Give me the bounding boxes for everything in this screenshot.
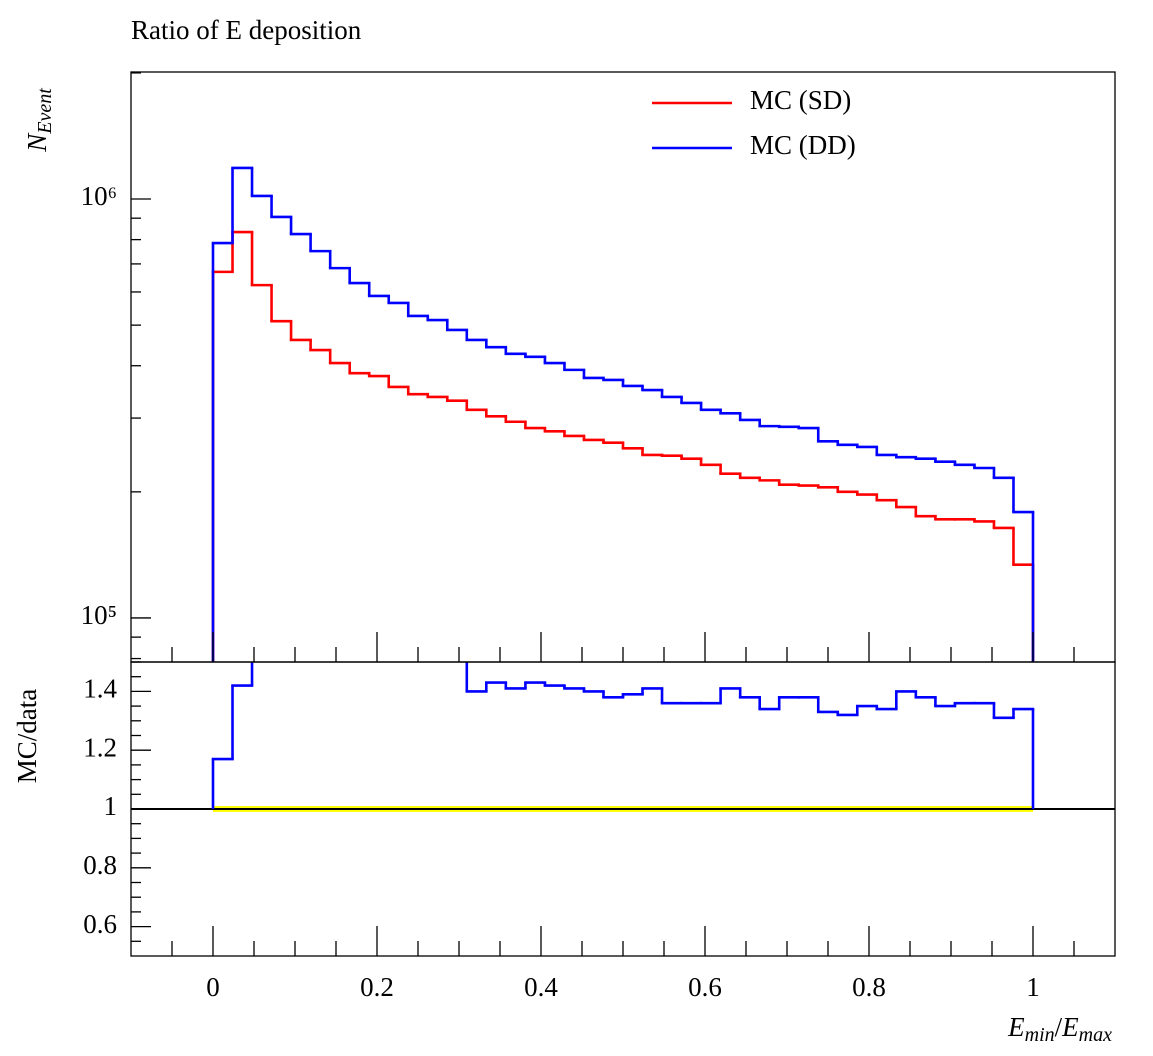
x-label-b-sub: max (1079, 1024, 1112, 1046)
x-label-a: E (1007, 1012, 1025, 1042)
legend-label: MC (DD) (750, 130, 856, 160)
x-axis-label: Emin/Emax (1007, 1012, 1112, 1045)
legend-label: MC (SD) (750, 85, 851, 115)
y-tick-label: 10⁶ (81, 181, 117, 211)
x-tick-label: 0.8 (852, 972, 886, 1002)
y-axis-label: NEvent (22, 88, 55, 153)
x-tick-label: 0.6 (688, 972, 722, 1002)
chart-title: Ratio of E deposition (131, 15, 362, 45)
x-tick-label: 0.4 (524, 972, 558, 1002)
y-axis-label-sub: Event (34, 88, 56, 135)
y-tick-label: 1 (104, 791, 118, 821)
x-label-sep: / (1055, 1012, 1063, 1042)
ratio-plot (131, 662, 1115, 812)
y-tick-label: 10⁵ (81, 600, 117, 630)
x-tick-label: 0 (206, 972, 220, 1002)
x-label-b: E (1061, 1012, 1079, 1042)
y-tick-label: 1.2 (83, 732, 117, 762)
y-tick-label: 0.8 (83, 850, 117, 880)
y-axis-label-base: N (22, 132, 52, 153)
plot-frame (130, 71, 1116, 663)
x-label-a-sub: min (1025, 1024, 1055, 1046)
ratio-y-axis-label: MC/data (12, 689, 42, 784)
x-tick-label: 0.2 (360, 972, 394, 1002)
main-plot (211, 166, 1035, 662)
y-tick-label: 1.4 (83, 674, 117, 704)
y-tick-label: 0.6 (83, 909, 117, 939)
x-tick-label: 1 (1026, 972, 1040, 1002)
axes: 10⁵ 10⁶ MC (SD) MC (DD) 0.6 0.8 1 1.2 1.4 0 0.2 0.4… (81, 71, 1116, 1002)
